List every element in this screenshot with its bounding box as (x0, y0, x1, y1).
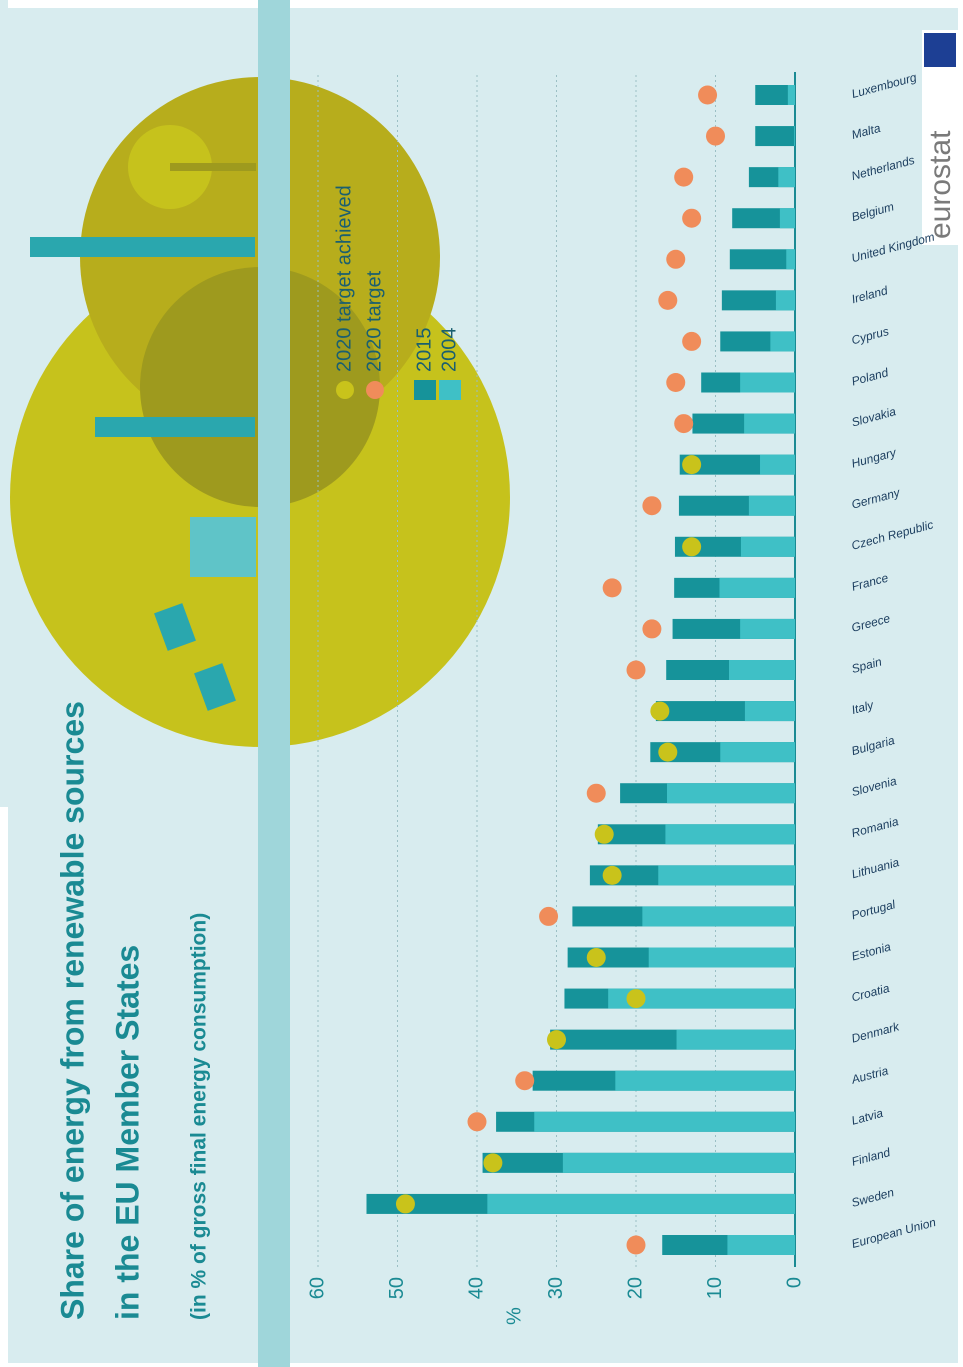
target-dot (682, 537, 702, 557)
bar (676, 1029, 795, 1050)
target-dot (547, 1030, 566, 1050)
title: Share of energy from renewable sources (54, 701, 90, 1320)
bar (740, 372, 796, 393)
bar (775, 290, 795, 311)
legend-swatch (366, 381, 384, 399)
logo-box (922, 30, 958, 245)
target-dot (626, 1235, 646, 1255)
y-tick-label: 20 (624, 1277, 646, 1299)
y-tick-label: 40 (465, 1277, 487, 1299)
bar (658, 865, 796, 886)
legend-swatch (336, 381, 354, 399)
legend-label: 2015 (413, 328, 435, 373)
bar (534, 1111, 795, 1132)
bar (794, 126, 796, 147)
solar-panel (194, 663, 236, 711)
tree-trunk (170, 163, 256, 171)
target-dot (698, 85, 718, 105)
target-dot (650, 701, 670, 721)
y-tick-label: 0 (783, 1277, 805, 1288)
bar (562, 1152, 795, 1173)
bar (744, 413, 795, 434)
target-dot (674, 414, 694, 434)
title-line-2: in the EU Member States (109, 945, 145, 1320)
target-dot (682, 331, 702, 351)
target-dot (602, 865, 622, 885)
solar-panel (154, 603, 196, 651)
target-dot (658, 742, 678, 762)
target-dot (586, 783, 606, 803)
bar (608, 988, 795, 1009)
target-dot (467, 1112, 487, 1132)
target-dot (642, 496, 662, 516)
bar (755, 126, 795, 147)
bar (787, 85, 795, 105)
turbine-tower (95, 417, 255, 437)
logo-flag (924, 33, 956, 67)
target-dot (483, 1153, 503, 1173)
bar (732, 208, 796, 229)
y-tick-label: 50 (386, 1277, 408, 1299)
bar (740, 536, 796, 557)
target-dot (642, 619, 662, 639)
target-dot (586, 948, 606, 967)
target-dot (626, 660, 646, 680)
target-dot (515, 1071, 535, 1091)
bar (779, 208, 796, 229)
bar (748, 495, 796, 516)
bar (665, 824, 795, 845)
bar (740, 618, 796, 639)
target-dot (594, 824, 614, 844)
target-dot (539, 906, 559, 926)
target-dot (674, 167, 694, 187)
target-dot (626, 989, 646, 1009)
bar (487, 1193, 795, 1214)
bar (755, 85, 795, 105)
target-dot (666, 373, 686, 392)
legend-label: 2020 target (363, 270, 385, 372)
target-dot (682, 208, 702, 228)
bar (615, 1070, 796, 1091)
bar (667, 783, 796, 804)
bar (720, 742, 796, 763)
bar (770, 331, 795, 352)
y-tick-label: 60 (306, 1277, 328, 1299)
target-dot (706, 126, 725, 146)
bar (729, 249, 795, 270)
subtitle: (in % of gross final energy consumption) (188, 913, 211, 1320)
target-dot (666, 249, 686, 269)
bar (727, 1235, 795, 1255)
bar (642, 906, 795, 927)
y-tick-label: 30 (545, 1277, 567, 1299)
target-dot (602, 578, 622, 598)
y-tick-label: 10 (704, 1277, 726, 1299)
source-logo: eurostat (924, 130, 957, 239)
building (190, 517, 256, 577)
x-tick-label: Italy (850, 698, 876, 717)
band (258, 0, 290, 1367)
target-dot (395, 1194, 415, 1214)
bar (744, 701, 795, 722)
target-dot (658, 290, 678, 310)
legend-label: 2020 target achieved (333, 185, 355, 372)
edge (0, 0, 8, 807)
bar (786, 249, 796, 270)
bar (778, 167, 795, 188)
legend-swatch (439, 380, 461, 400)
bar (719, 577, 795, 598)
legend-swatch (414, 380, 436, 400)
legend-label: 2004 (438, 328, 460, 373)
bar (648, 947, 795, 968)
turbine-tower (30, 237, 255, 257)
target-dot (682, 455, 702, 475)
bar (760, 454, 796, 475)
bar (729, 660, 796, 680)
y-axis-label: % (503, 1307, 525, 1325)
